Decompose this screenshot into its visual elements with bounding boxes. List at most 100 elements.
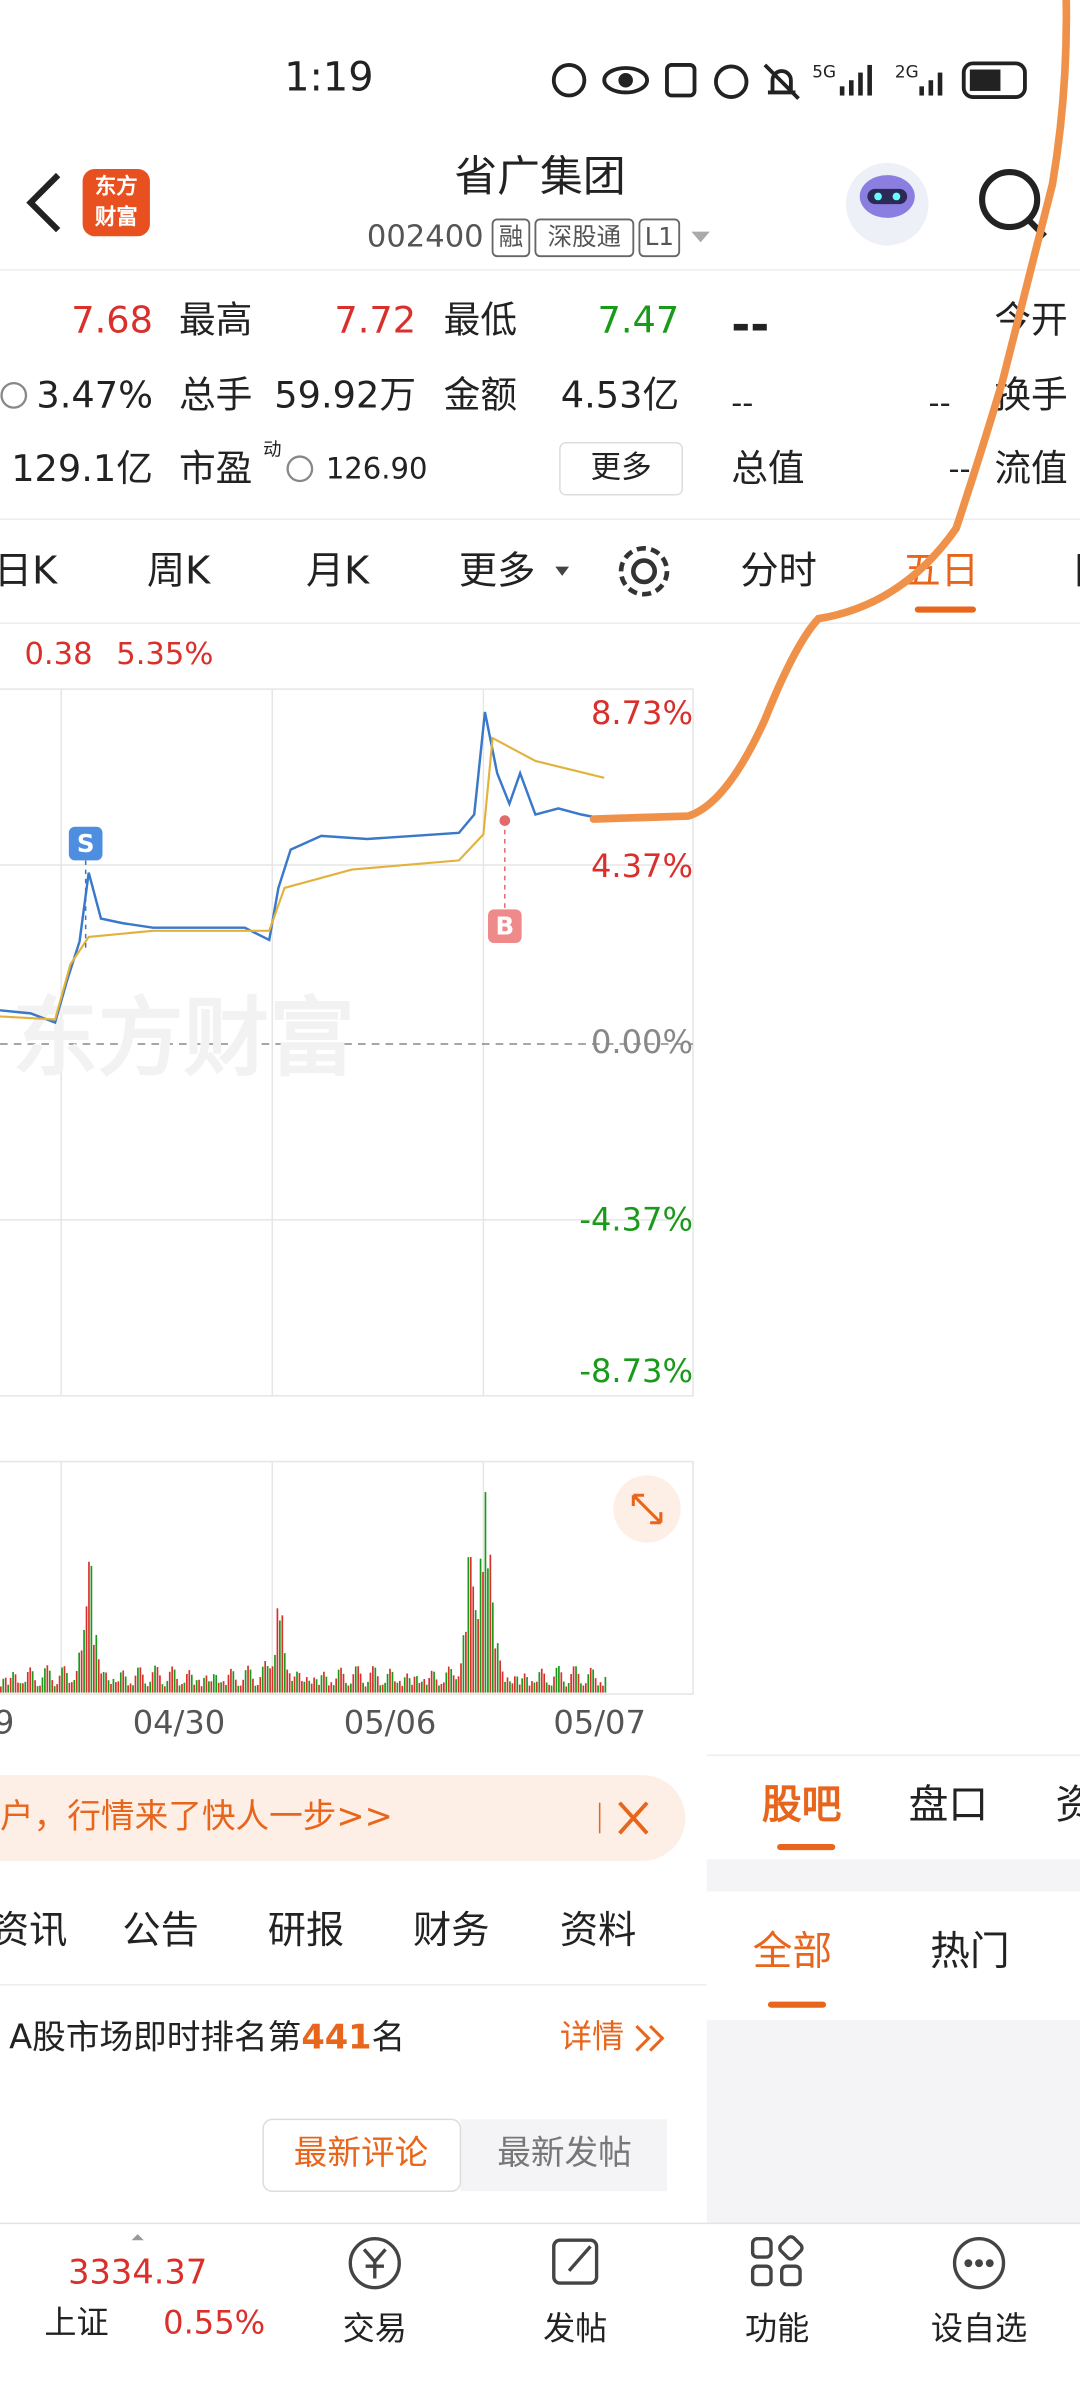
info-icon[interactable] (0, 381, 28, 409)
chart-tab[interactable]: 日 (1071, 549, 1080, 593)
volume-bar (230, 1668, 232, 1693)
volume-bar (499, 1660, 501, 1693)
price-line (0, 711, 605, 1025)
volume-bar (479, 1558, 482, 1693)
volume-bar (141, 1674, 144, 1693)
news-tab[interactable]: 资讯 (0, 1909, 67, 1953)
chevron (635, 2024, 665, 2052)
tab-button-label[interactable]: 最新评论 (294, 2133, 429, 2172)
chart-tab[interactable]: 日K (0, 549, 58, 593)
volume-bar (146, 1686, 149, 1693)
volume-bar (163, 1686, 166, 1693)
volume-bar (183, 1682, 186, 1693)
stock-code: 002400 (367, 219, 484, 254)
volume-bar (389, 1668, 391, 1693)
close-banner[interactable] (618, 1801, 649, 1835)
quote-value: -- (948, 452, 970, 487)
info-icon[interactable] (286, 455, 314, 483)
chart-tab[interactable]: 周K (147, 549, 211, 593)
news-tab[interactable]: 资料 (560, 1909, 636, 1953)
volume-bar (58, 1675, 61, 1693)
volume-bar (39, 1685, 41, 1693)
promo-text[interactable]: 户，行情来了快人一步>> (0, 1797, 393, 1836)
volume-bar (433, 1671, 435, 1693)
volume-bar (308, 1680, 311, 1693)
quote-value: 4.53亿 (561, 373, 679, 416)
quote-value: 129.1亿 (11, 447, 153, 490)
volume-bar (220, 1682, 222, 1693)
nav-label[interactable]: 交易 (343, 2309, 407, 2347)
index-name[interactable]: 上证 (44, 2303, 108, 2341)
side-tab-active[interactable]: 股吧 (762, 1782, 842, 1828)
volume-bar (97, 1659, 100, 1693)
volume-bar (127, 1685, 129, 1693)
volume-bar (41, 1677, 44, 1693)
volume-bar (440, 1683, 443, 1693)
index-value[interactable]: 3334.37 (68, 2252, 207, 2291)
side-subtab-active[interactable]: 全部 (753, 1929, 833, 1975)
nav-label[interactable]: 功能 (745, 2309, 809, 2347)
more-button[interactable] (559, 442, 684, 496)
assistant-avatar[interactable] (845, 162, 929, 246)
volume-bar (75, 1670, 78, 1693)
volume-bar (29, 1667, 32, 1693)
tab-button-active[interactable] (262, 2118, 462, 2193)
volume-bar (203, 1677, 205, 1693)
badge: 融 (499, 222, 523, 251)
quote-label: 今开 (994, 298, 1067, 341)
volume-bar (129, 1683, 132, 1693)
volume-bar (115, 1682, 117, 1693)
volume-bar (521, 1678, 524, 1693)
volume-bar (538, 1672, 541, 1693)
promo-banner[interactable] (0, 1775, 686, 1861)
volume-bar (452, 1675, 455, 1693)
chart-tab[interactable]: 月K (306, 549, 370, 593)
tab-button[interactable] (460, 2119, 667, 2192)
volume-bar (332, 1685, 335, 1693)
volume-bar (14, 1674, 17, 1693)
volume-bar (469, 1557, 472, 1693)
volume-bar (68, 1682, 71, 1693)
news-tab[interactable]: 研报 (268, 1909, 344, 1953)
index-change[interactable]: 0.55% (163, 2303, 265, 2341)
nav-label[interactable]: 发帖 (543, 2309, 607, 2347)
news-tab[interactable]: 财务 (413, 1909, 489, 1953)
volume-bar (134, 1675, 137, 1693)
volume-bar (181, 1683, 183, 1693)
volume-bar (364, 1686, 367, 1693)
rank-number: 441 (301, 2017, 371, 2056)
volume-bar (523, 1673, 526, 1693)
chart-tab[interactable]: 分时 (740, 549, 816, 593)
chart-tab[interactable]: 更多 (459, 549, 535, 593)
rank-suffix: 名 (372, 2017, 406, 2056)
volume-bar (491, 1602, 494, 1693)
volume-bar (540, 1668, 543, 1693)
volume-bar (2, 1678, 5, 1693)
side-tab[interactable]: 盘口 (909, 1782, 989, 1828)
side-subtab[interactable]: 热门 (930, 1929, 1010, 1975)
volume-bar (193, 1684, 196, 1693)
chart-grid (0, 688, 694, 1695)
app-logo[interactable] (82, 168, 150, 237)
news-tab[interactable]: 公告 (122, 1909, 198, 1953)
settings-icon[interactable] (618, 546, 670, 597)
volume-bar (494, 1648, 497, 1693)
tab-button-label[interactable]: 最新发帖 (497, 2133, 632, 2172)
volume-bar (511, 1683, 514, 1693)
back-button[interactable] (26, 172, 61, 233)
axis-label: 0.00% (591, 1023, 693, 1061)
volume-bar (0, 1686, 2, 1693)
volume-bar (242, 1679, 244, 1693)
volume-bar (401, 1685, 404, 1693)
side-tab[interactable]: 资 (1056, 1782, 1080, 1828)
quote-value: 59.92万 (274, 373, 416, 416)
volume-bar (173, 1669, 176, 1693)
volume-bar (567, 1683, 570, 1693)
stock-name: 省广集团 (454, 152, 625, 202)
dropdown-arrow[interactable] (691, 231, 710, 243)
detail-link[interactable]: 详情 (560, 2017, 624, 2055)
volume-bar (124, 1676, 127, 1693)
more-button-label[interactable]: 更多 (590, 450, 651, 485)
nav-label[interactable]: 设自选 (931, 2309, 1027, 2347)
volume-bar (396, 1682, 399, 1693)
